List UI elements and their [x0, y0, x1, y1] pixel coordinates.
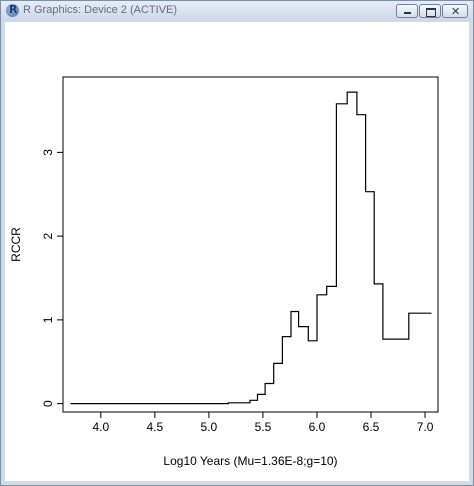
- y-axis: 0 1 2 3: [41, 149, 64, 407]
- maximize-icon: [426, 8, 436, 17]
- x-tick-label: 6.0: [309, 420, 326, 434]
- y-tick-label: 2: [41, 232, 55, 239]
- x-tick-label: 6.5: [363, 420, 380, 434]
- minimize-icon: [404, 12, 411, 14]
- close-button[interactable]: ✕: [442, 4, 468, 18]
- window-title: R Graphics: Device 2 (ACTIVE): [23, 4, 178, 16]
- x-axis: 4.0 4.5 5.0 5.5 6.0 6.5 7.0: [92, 411, 434, 434]
- y-tick-label: 3: [41, 149, 55, 156]
- y-tick-label: 1: [41, 316, 55, 323]
- title-bar[interactable]: R R Graphics: Device 2 (ACTIVE) ✕: [1, 1, 473, 21]
- y-axis-label: RCCR: [9, 227, 23, 262]
- x-axis-label: Log10 Years (Mu=1.36E-8;g=10): [163, 454, 337, 468]
- x-tick-label: 5.0: [201, 420, 218, 434]
- y-tick-label: 0: [41, 400, 55, 407]
- x-tick-label: 4.5: [147, 420, 164, 434]
- maximize-button[interactable]: [419, 4, 441, 18]
- close-icon: ✕: [451, 5, 461, 18]
- x-tick-label: 4.0: [92, 420, 109, 434]
- x-tick-label: 5.5: [255, 420, 272, 434]
- plot-frame: [62, 76, 439, 413]
- minimize-button[interactable]: [396, 4, 418, 18]
- plot-canvas: 4.0 4.5 5.0 5.5 6.0 6.5 7.0 0 1 2 3 Log10 Years (…: [5, 22, 469, 481]
- rccr-step-line: [70, 91, 432, 405]
- x-tick-label: 7.0: [417, 420, 434, 434]
- r-logo-icon: R: [6, 3, 19, 17]
- step-chart: 4.0 4.5 5.0 5.5 6.0 6.5 7.0 0 1 2 3 Log10 Years (…: [9, 76, 439, 468]
